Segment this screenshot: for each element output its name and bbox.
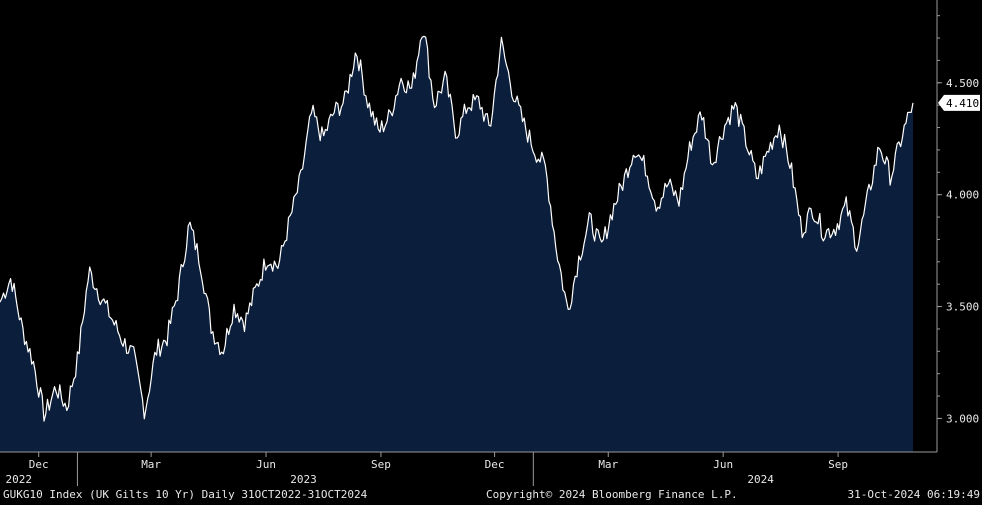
x-tick-label: Mar [141, 458, 161, 471]
ticker-description: GUKG10 Index (UK Gilts 10 Yr) Daily 31OC… [3, 488, 368, 501]
last-value-label: 4.410 [946, 97, 979, 110]
x-tick-label: Sep [371, 458, 391, 471]
y-tick-label: 3.000 [946, 412, 979, 425]
x-tick-label: Dec [29, 458, 49, 471]
x-tick-label: Mar [598, 458, 618, 471]
y-axis: 3.000 3.500 4.000 4.500 [936, 0, 979, 452]
y-tick-label: 4.000 [946, 189, 979, 202]
x-year-label: 2023 [290, 473, 317, 486]
x-tick-label: Jun [713, 458, 733, 471]
series-line [0, 35, 914, 422]
x-year-label: 2022 [5, 473, 32, 486]
x-year-label: 2024 [747, 473, 774, 486]
y-tick-label: 3.500 [946, 301, 979, 314]
x-tick-label: Jun [256, 458, 276, 471]
last-value-marker: 4.410 [938, 94, 980, 111]
plot-area [0, 35, 914, 453]
x-axis: Dec Mar Jun Sep Dec Mar Jun Sep 2022 2023 2024 [0, 451, 937, 486]
last-value-badge [938, 94, 980, 111]
x-tick-label: Sep [828, 458, 848, 471]
series-area [0, 36, 913, 453]
x-tick-label: Dec [485, 458, 505, 471]
copyright-notice: Copyright© 2024 Bloomberg Finance L.P. [486, 488, 738, 501]
y-tick-label: 4.500 [946, 77, 979, 90]
timestamp: 31-Oct-2024 06:19:49 [847, 488, 980, 501]
